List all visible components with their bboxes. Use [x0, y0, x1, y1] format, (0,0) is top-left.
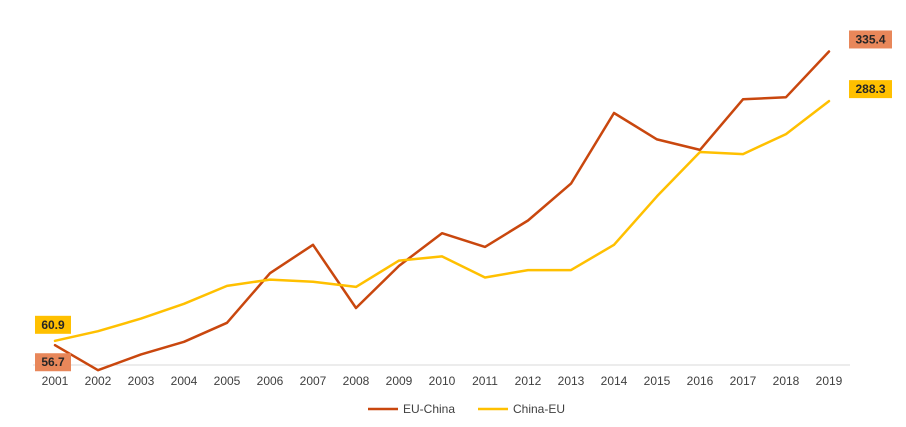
data-label-text: 60.9	[41, 318, 65, 332]
data-label-box	[849, 30, 892, 49]
data-label-box	[35, 315, 71, 334]
x-tick-label: 2004	[171, 374, 198, 388]
data-label-box	[35, 353, 71, 372]
x-tick-label: 2014	[601, 374, 628, 388]
series-line-china-eu	[53, 99, 831, 343]
plot-area	[53, 50, 831, 372]
data-label-text: 288.3	[855, 82, 885, 96]
x-tick-label: 2002	[85, 374, 112, 388]
x-tick-label: 2018	[773, 374, 800, 388]
x-tick-label: 2003	[128, 374, 155, 388]
x-tick-label: 2016	[687, 374, 714, 388]
legend-label: EU-China	[403, 402, 455, 416]
legend-item: EU-China	[368, 402, 455, 416]
x-tick-label: 2010	[429, 374, 456, 388]
x-tick-label: 2015	[644, 374, 671, 388]
x-tick-label: 2006	[257, 374, 284, 388]
x-tick-label: 2005	[214, 374, 241, 388]
legend: EU-China China-EU	[368, 402, 565, 416]
x-tick-label: 2013	[558, 374, 585, 388]
legend-item: China-EU	[478, 402, 565, 416]
data-label: 335.4	[849, 30, 892, 49]
x-tick-label: 2019	[816, 374, 843, 388]
x-axis: 2001 2002 2003 2004 2005 2006 2007 2008 2009 2010…	[33, 364, 850, 388]
data-label: 288.3	[849, 80, 892, 99]
x-tick-label: 2012	[515, 374, 542, 388]
series-line-eu-china	[53, 50, 831, 372]
x-tick-label: 2009	[386, 374, 413, 388]
x-tick-label: 2001	[42, 374, 69, 388]
legend-label: China-EU	[513, 402, 565, 416]
data-labels: 56.7 60.9 335.4 288.3	[35, 30, 892, 372]
x-tick-label: 2017	[730, 374, 757, 388]
x-tick-label: 2011	[472, 374, 498, 388]
data-label: 60.9	[35, 315, 71, 334]
data-label: 56.7	[35, 353, 71, 372]
x-tick-label: 2008	[343, 374, 370, 388]
x-tick-label: 2007	[300, 374, 327, 388]
data-label-text: 335.4	[855, 32, 885, 46]
data-label-text: 56.7	[41, 355, 65, 369]
data-label-box	[849, 80, 892, 99]
